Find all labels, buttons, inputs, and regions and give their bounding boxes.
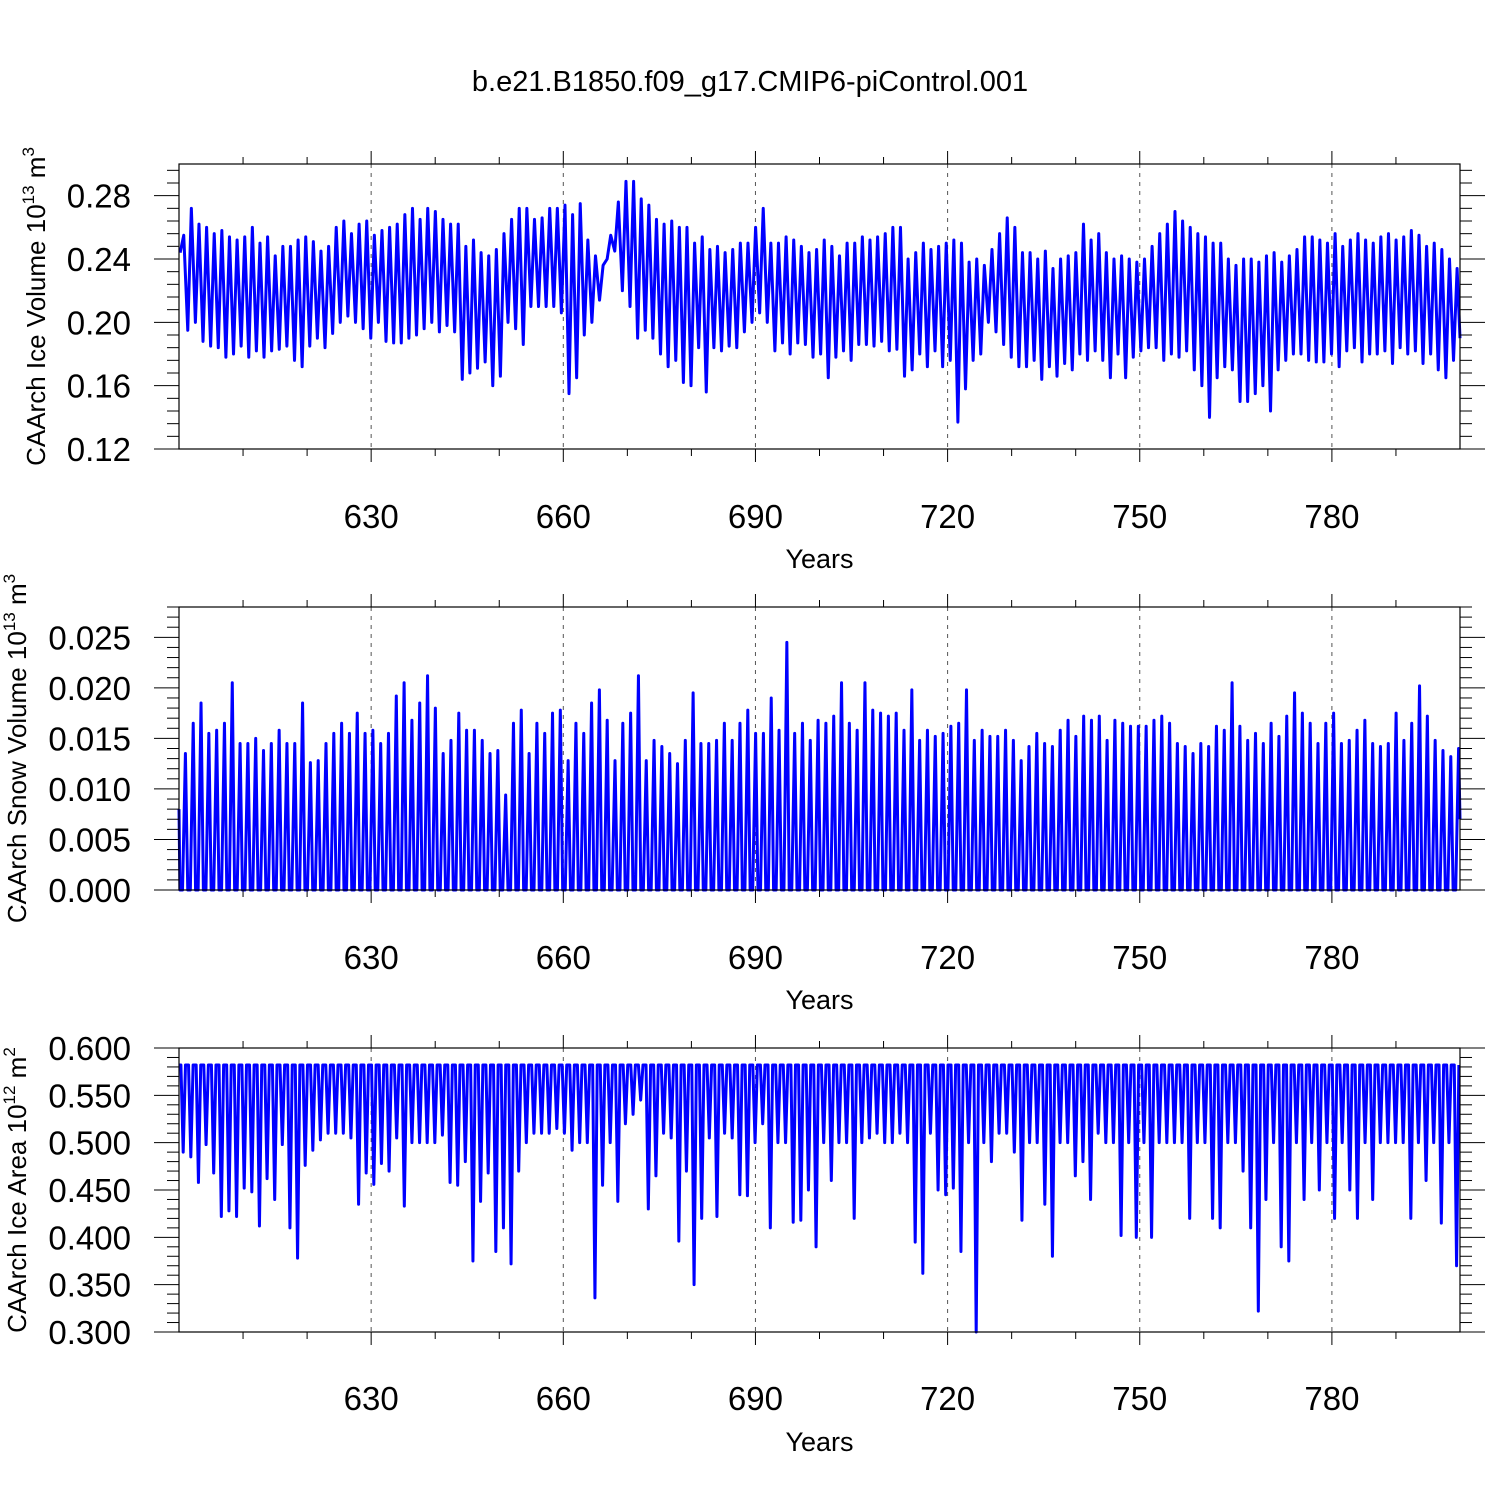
ice-area-xtick-label: 630: [344, 1380, 399, 1417]
snow-volume-ytick-label: 0.010: [48, 771, 131, 808]
ice-area-xtick-label: 780: [1304, 1380, 1359, 1417]
ice-area-xtick-label: 690: [728, 1380, 783, 1417]
ice-area-ytick-label: 0.350: [48, 1267, 131, 1304]
ice-volume-ytick-label: 0.28: [67, 178, 131, 215]
ice-volume-xtick-label: 720: [920, 498, 975, 535]
snow-volume-ytick-label: 0.020: [48, 670, 131, 707]
snow-volume-xtick-label: 690: [728, 939, 783, 976]
ice-area-xtick-label: 660: [536, 1380, 591, 1417]
ice-volume-ytick-label: 0.12: [67, 431, 131, 468]
snow-volume-x-axis-label: Years: [785, 985, 853, 1015]
ice-area-x-axis-label: Years: [785, 1427, 853, 1457]
ice-volume-ytick-label: 0.16: [67, 368, 131, 405]
snow-volume-xtick-label: 750: [1112, 939, 1167, 976]
snow-volume-ytick-label: 0.025: [48, 619, 131, 656]
ice-area-ytick-label: 0.300: [48, 1314, 131, 1351]
ice-area-xtick-label: 720: [920, 1380, 975, 1417]
ice-volume-xtick-label: 780: [1304, 498, 1359, 535]
ice-volume-series-line: [178, 179, 1462, 424]
ice-volume-panel: 0.12 0.16 0.20 0.24 0.28 630 660 690 720 750 780 Ye…: [19, 147, 1485, 574]
ice-volume-y-axis-label: CAArch Ice Volume 1013 m3: [19, 147, 51, 466]
ice-volume-xtick-label: 750: [1112, 498, 1167, 535]
figure-title: b.e21.B1850.f09_g17.CMIP6-piControl.001: [472, 66, 1028, 98]
snow-volume-ytick-label: 0.005: [48, 821, 131, 858]
ice-volume-x-axis-label: Years: [785, 544, 853, 574]
snow-volume-xtick-label: 780: [1304, 939, 1359, 976]
ice-area-xtick-label: 750: [1112, 1380, 1167, 1417]
ice-volume-xtick-label: 660: [536, 498, 591, 535]
ice-volume-ytick-label: 0.24: [67, 241, 131, 278]
ice-volume-xtick-label: 690: [728, 498, 783, 535]
ice-area-ytick-label: 0.600: [48, 1030, 131, 1067]
snow-volume-panel: 0.000 0.005 0.010 0.015 0.020 0.025 630 660 690 7…: [0, 574, 1485, 1015]
snow-volume-xtick-label: 660: [536, 939, 591, 976]
ice-volume-ytick-label: 0.20: [67, 304, 131, 341]
snow-volume-xtick-label: 630: [344, 939, 399, 976]
ice-area-ytick-label: 0.500: [48, 1125, 131, 1162]
ice-area-panel: 0.300 0.350 0.400 0.450 0.500 0.550 0.600 630 66…: [0, 1030, 1485, 1457]
snow-volume-ytick-label: 0.000: [48, 872, 131, 909]
ice-area-series-line: [179, 1063, 1461, 1334]
snow-volume-y-axis-label: CAArch Snow Volume 1013 m3: [0, 574, 32, 923]
snow-volume-ytick-label: 0.015: [48, 720, 131, 757]
ice-area-ytick-label: 0.450: [48, 1172, 131, 1209]
ice-area-y-axis-label: CAArch Ice Area 1012 m2: [0, 1047, 32, 1333]
snow-volume-xtick-label: 720: [920, 939, 975, 976]
ice-area-ytick-label: 0.400: [48, 1219, 131, 1256]
ice-area-ytick-label: 0.550: [48, 1077, 131, 1114]
ice-volume-xtick-label: 630: [344, 498, 399, 535]
